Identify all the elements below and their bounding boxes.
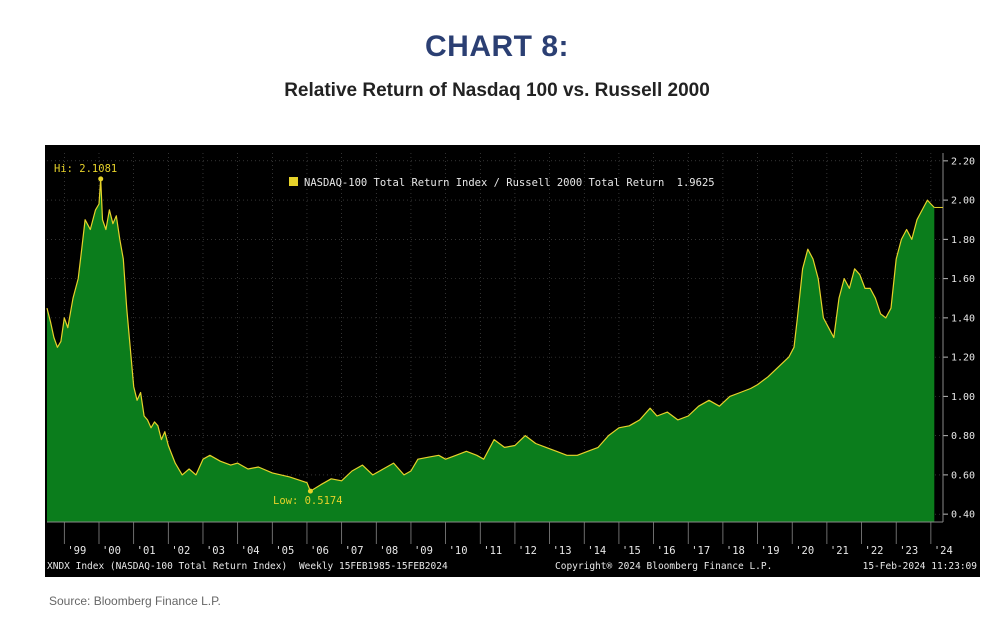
low-annotation-label: Low: 0.5174 bbox=[273, 495, 343, 507]
x-tick-label: '15 bbox=[622, 545, 641, 557]
x-tick-label: '13 bbox=[553, 545, 572, 557]
x-tick-label: '18 bbox=[726, 545, 745, 557]
x-tick-label: '23 bbox=[899, 545, 918, 557]
y-axis: 0.40 0.60 0.80 1.00 1.20 1.40 1.60 1.80 2.00 2.20 bbox=[942, 153, 975, 522]
x-tick-label: '20 bbox=[795, 545, 814, 557]
bloomberg-copyright: Copyright® 2024 Bloomberg Finance L.P. bbox=[555, 561, 772, 572]
high-annotation-marker bbox=[98, 176, 104, 182]
x-axis: '99 '00 '01 '02 '03 '04 '05 '06 '07 '08 '09 '10 '11 '… bbox=[47, 521, 953, 557]
y-tick-label: 0.40 bbox=[951, 510, 975, 521]
x-tick-label: '16 bbox=[657, 545, 676, 557]
x-tick-label: '03 bbox=[206, 545, 225, 557]
x-tick-label: '08 bbox=[379, 545, 398, 557]
y-tick-label: 2.00 bbox=[951, 196, 975, 207]
legend-label: NASDAQ-100 Total Return Index / Russell … bbox=[304, 177, 715, 189]
x-tick-label: '05 bbox=[275, 545, 294, 557]
chart-number-heading: CHART 8: bbox=[425, 30, 569, 63]
x-tick-label: '19 bbox=[761, 545, 780, 557]
y-tick-label: 2.20 bbox=[951, 156, 975, 167]
x-tick-label: '14 bbox=[587, 545, 606, 557]
legend-swatch bbox=[289, 177, 298, 186]
x-tick-label: '10 bbox=[449, 545, 468, 557]
series-line bbox=[46, 178, 935, 492]
y-tick-label: 1.60 bbox=[951, 274, 975, 285]
x-tick-label: '17 bbox=[691, 545, 710, 557]
y-tick-label: 1.00 bbox=[951, 392, 975, 403]
low-annotation-marker bbox=[307, 488, 313, 494]
x-tick-label: '24 bbox=[934, 545, 953, 557]
x-tick-label: '12 bbox=[518, 545, 537, 557]
source-note: Source: Bloomberg Finance L.P. bbox=[49, 594, 221, 608]
x-tick-label: '00 bbox=[102, 545, 121, 557]
y-tick-label: 1.40 bbox=[951, 313, 975, 324]
x-tick-label: '99 bbox=[67, 545, 86, 557]
x-tick-label: '07 bbox=[345, 545, 364, 557]
x-tick-label: '09 bbox=[414, 545, 433, 557]
x-tick-label: '21 bbox=[830, 545, 849, 557]
bloomberg-timestamp: 15-Feb-2024 11:23:09 bbox=[863, 561, 978, 572]
chart-svg: 0.40 0.60 0.80 1.00 1.20 1.40 1.60 1.80 2.00 2.20… bbox=[45, 145, 980, 577]
chart-panel: 0.40 0.60 0.80 1.00 1.20 1.40 1.60 1.80 2.00 2.20… bbox=[45, 145, 980, 577]
x-tick-label: '02 bbox=[171, 545, 190, 557]
y-tick-label: 0.80 bbox=[951, 431, 975, 442]
y-tick-label: 1.20 bbox=[951, 353, 975, 364]
high-annotation-label: Hi: 2.1081 bbox=[54, 163, 117, 175]
chart-title: Relative Return of Nasdaq 100 vs. Russel… bbox=[284, 80, 710, 101]
y-tick-label: 1.80 bbox=[951, 235, 975, 246]
y-tick-label: 0.60 bbox=[951, 470, 975, 481]
area-layer bbox=[46, 178, 935, 522]
x-tick-label: '11 bbox=[483, 545, 502, 557]
series-area bbox=[47, 178, 935, 522]
x-tick-label: '04 bbox=[241, 545, 260, 557]
bloomberg-index-info: XNDX Index (NASDAQ-100 Total Return Inde… bbox=[47, 561, 448, 572]
x-tick-label: '22 bbox=[865, 545, 884, 557]
x-tick-label: '01 bbox=[137, 545, 156, 557]
x-tick-label: '06 bbox=[310, 545, 329, 557]
